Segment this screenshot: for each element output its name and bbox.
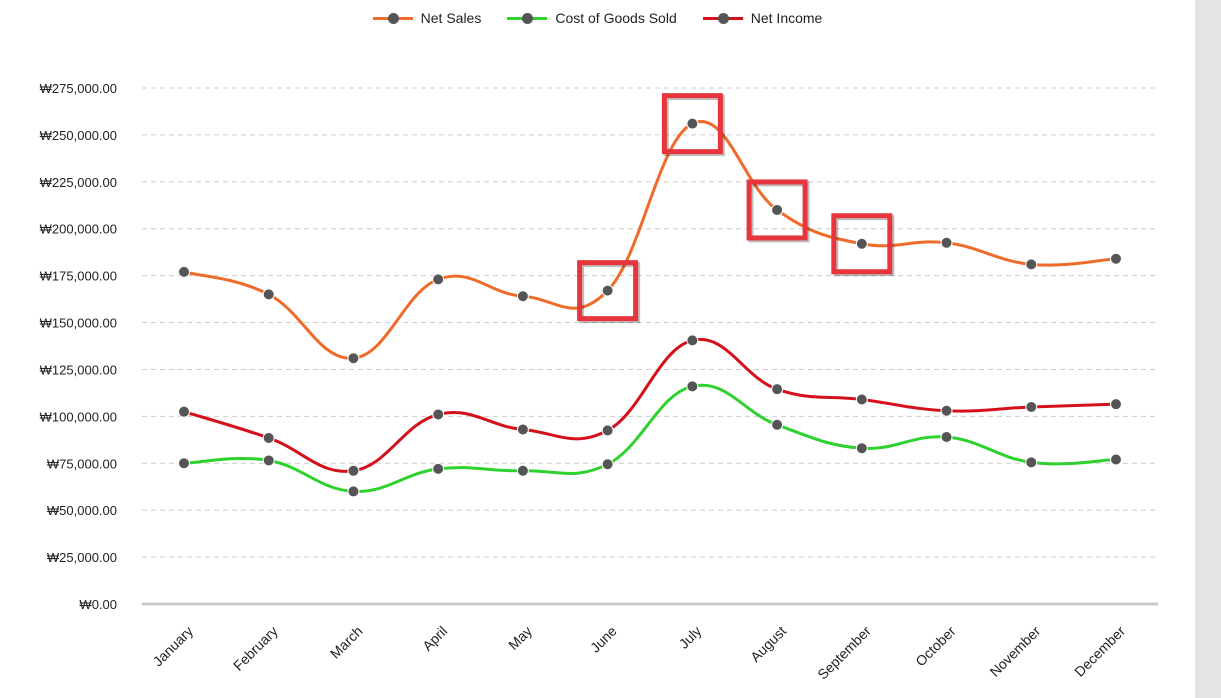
vertical-scrollbar[interactable]	[1195, 0, 1221, 698]
data-point-cost-of-goods-sold	[1025, 456, 1038, 469]
highlight-box	[746, 179, 808, 241]
legend-item-net-sales[interactable]: Net Sales	[372, 8, 482, 28]
y-tick-label: ₩50,000.00	[47, 503, 117, 518]
data-point-net-income	[686, 334, 699, 347]
legend-label-net-income: Net Income	[750, 10, 823, 26]
chart-legend: Net Sales Cost of Goods Sold Net Income	[0, 8, 1195, 28]
x-tick-label: January	[150, 623, 197, 670]
data-point-cost-of-goods-sold	[686, 380, 699, 393]
legend-swatch-net-income	[702, 8, 743, 28]
legend-swatch-net-sales	[372, 8, 413, 28]
data-point-cost-of-goods-sold	[347, 485, 360, 498]
line-chart: ₩0.00 ₩25,000.00 ₩50,000.00 ₩75,000.00 ₩100,…	[40, 81, 1158, 683]
data-point-net-sales	[601, 284, 614, 297]
highlight-box	[577, 260, 639, 322]
legend-swatch-cost-of-goods-sold	[507, 8, 548, 28]
data-point-net-sales	[1110, 252, 1122, 265]
y-tick-label: ₩25,000.00	[47, 550, 117, 565]
data-point-net-sales	[178, 265, 190, 278]
x-tick-label: December	[1071, 623, 1128, 680]
x-tick-label: August	[747, 623, 789, 665]
data-point-net-income	[1025, 400, 1038, 413]
data-point-cost-of-goods-sold	[262, 454, 275, 467]
data-point-net-sales	[516, 290, 529, 303]
y-tick-label: ₩0.00	[79, 597, 117, 612]
data-point-net-income	[601, 424, 614, 437]
data-point-net-sales	[262, 288, 275, 301]
y-tick-label: ₩100,000.00	[40, 409, 117, 424]
x-tick-label: November	[986, 623, 1043, 680]
y-tick-label: ₩150,000.00	[40, 316, 117, 331]
x-tick-label: March	[327, 623, 366, 662]
x-tick-label: September	[814, 623, 874, 683]
y-tick-label: ₩175,000.00	[40, 269, 117, 284]
data-point-cost-of-goods-sold	[771, 418, 784, 431]
legend-item-cost-of-goods-sold[interactable]: Cost of Goods Sold	[507, 8, 677, 28]
highlight-box	[661, 93, 723, 155]
data-point-cost-of-goods-sold	[855, 442, 868, 455]
series-line-net-income	[183, 337, 1117, 473]
data-point-net-income	[855, 393, 868, 406]
x-tick-label: June	[587, 623, 620, 656]
data-point-net-income	[178, 405, 190, 418]
data-point-net-sales	[855, 237, 868, 250]
data-point-net-sales	[771, 203, 784, 216]
y-tick-label: ₩275,000.00	[40, 81, 117, 96]
y-tick-label: ₩75,000.00	[47, 456, 117, 471]
y-tick-label: ₩125,000.00	[40, 362, 117, 377]
data-point-net-income	[262, 431, 275, 444]
legend-label-net-sales: Net Sales	[420, 10, 482, 26]
data-point-net-sales	[432, 273, 445, 286]
data-point-net-income	[516, 423, 529, 436]
x-tick-label: July	[676, 623, 705, 652]
x-tick-label: October	[912, 623, 959, 670]
highlight-box	[831, 213, 893, 275]
data-point-cost-of-goods-sold	[940, 431, 953, 444]
data-point-cost-of-goods-sold	[516, 464, 529, 477]
data-point-net-sales	[940, 236, 953, 249]
data-point-cost-of-goods-sold	[1110, 453, 1122, 466]
x-tick-label: May	[505, 623, 535, 653]
data-point-net-sales	[1025, 258, 1038, 271]
legend-item-net-income[interactable]: Net Income	[702, 8, 823, 28]
data-point-net-income	[771, 383, 784, 396]
y-tick-label: ₩250,000.00	[40, 128, 117, 143]
legend-label-cost-of-goods-sold: Cost of Goods Sold	[555, 10, 677, 26]
data-point-cost-of-goods-sold	[432, 462, 445, 475]
data-point-net-income	[940, 404, 953, 417]
x-tick-label: February	[230, 623, 281, 674]
x-tick-label: April	[419, 623, 450, 654]
data-point-net-income	[347, 464, 360, 477]
y-tick-label: ₩225,000.00	[40, 175, 117, 190]
data-point-cost-of-goods-sold	[601, 458, 614, 471]
data-point-net-sales	[686, 117, 699, 130]
series-line-cost-of-goods-sold	[183, 383, 1117, 493]
data-point-net-sales	[347, 352, 360, 365]
data-point-cost-of-goods-sold	[178, 457, 190, 470]
y-tick-label: ₩200,000.00	[40, 222, 117, 237]
data-point-net-income	[432, 408, 445, 421]
data-point-net-income	[1110, 398, 1122, 411]
